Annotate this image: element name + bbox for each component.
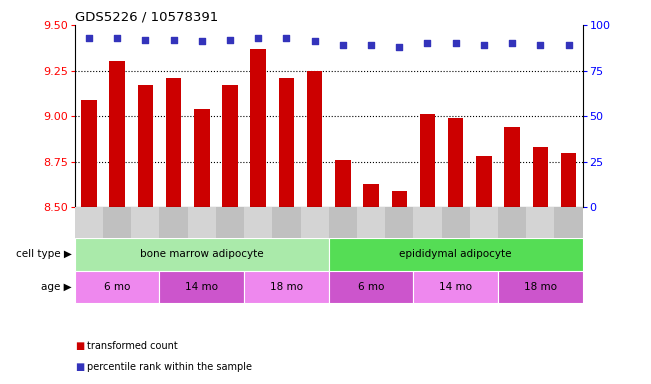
Point [422,40,433,46]
Point [478,42,489,48]
Bar [194,109,210,207]
Bar [391,191,407,207]
Point [197,38,207,45]
Text: ■: ■ [75,362,84,372]
Text: bone marrow adipocyte: bone marrow adipocyte [140,249,264,260]
Bar [329,207,357,263]
Text: 18 mo: 18 mo [524,282,557,292]
Bar [561,152,576,207]
Bar [505,127,520,207]
Bar [498,207,526,263]
Bar [137,85,153,207]
Point [140,36,150,43]
Bar [222,85,238,207]
Point [507,40,518,46]
Point [225,36,235,43]
Bar [448,118,464,207]
Bar [244,207,272,263]
Bar [555,207,583,263]
Bar [216,207,244,263]
Bar [441,207,470,263]
Text: 14 mo: 14 mo [186,282,218,292]
Bar [363,184,379,207]
Bar [109,61,125,207]
Bar [75,238,329,271]
Bar [498,271,583,303]
Point [366,42,376,48]
Bar [533,147,548,207]
Point [563,42,574,48]
Point [169,36,179,43]
Bar [413,207,441,263]
Point [450,40,461,46]
Point [338,42,348,48]
Text: 18 mo: 18 mo [270,282,303,292]
Bar [420,114,436,207]
Bar [75,207,103,263]
Point [309,38,320,45]
Bar [476,156,492,207]
Bar [251,49,266,207]
Bar [307,71,322,207]
Text: percentile rank within the sample: percentile rank within the sample [87,362,251,372]
Bar [526,207,555,263]
Point [394,44,404,50]
Bar [470,207,498,263]
Text: 14 mo: 14 mo [439,282,472,292]
Bar [301,207,329,263]
Bar [75,271,159,303]
Bar [166,78,182,207]
Bar [103,207,132,263]
Text: transformed count: transformed count [87,341,177,351]
Bar [335,160,351,207]
Bar [159,271,244,303]
Bar [329,271,413,303]
Bar [81,100,97,207]
Bar [132,207,159,263]
Point [84,35,94,41]
Bar [272,207,301,263]
Text: epididymal adipocyte: epididymal adipocyte [400,249,512,260]
Bar [187,207,216,263]
Point [535,42,546,48]
Bar [279,78,294,207]
Text: 6 mo: 6 mo [104,282,130,292]
Bar [329,238,583,271]
Bar [244,271,329,303]
Bar [159,207,187,263]
Text: GDS5226 / 10578391: GDS5226 / 10578391 [75,11,218,24]
Text: ■: ■ [75,341,84,351]
Bar [385,207,413,263]
Point [281,35,292,41]
Text: cell type ▶: cell type ▶ [16,249,72,260]
Bar [413,271,498,303]
Bar [357,207,385,263]
Text: 6 mo: 6 mo [358,282,384,292]
Point [112,35,122,41]
Point [253,35,264,41]
Text: age ▶: age ▶ [41,282,72,292]
